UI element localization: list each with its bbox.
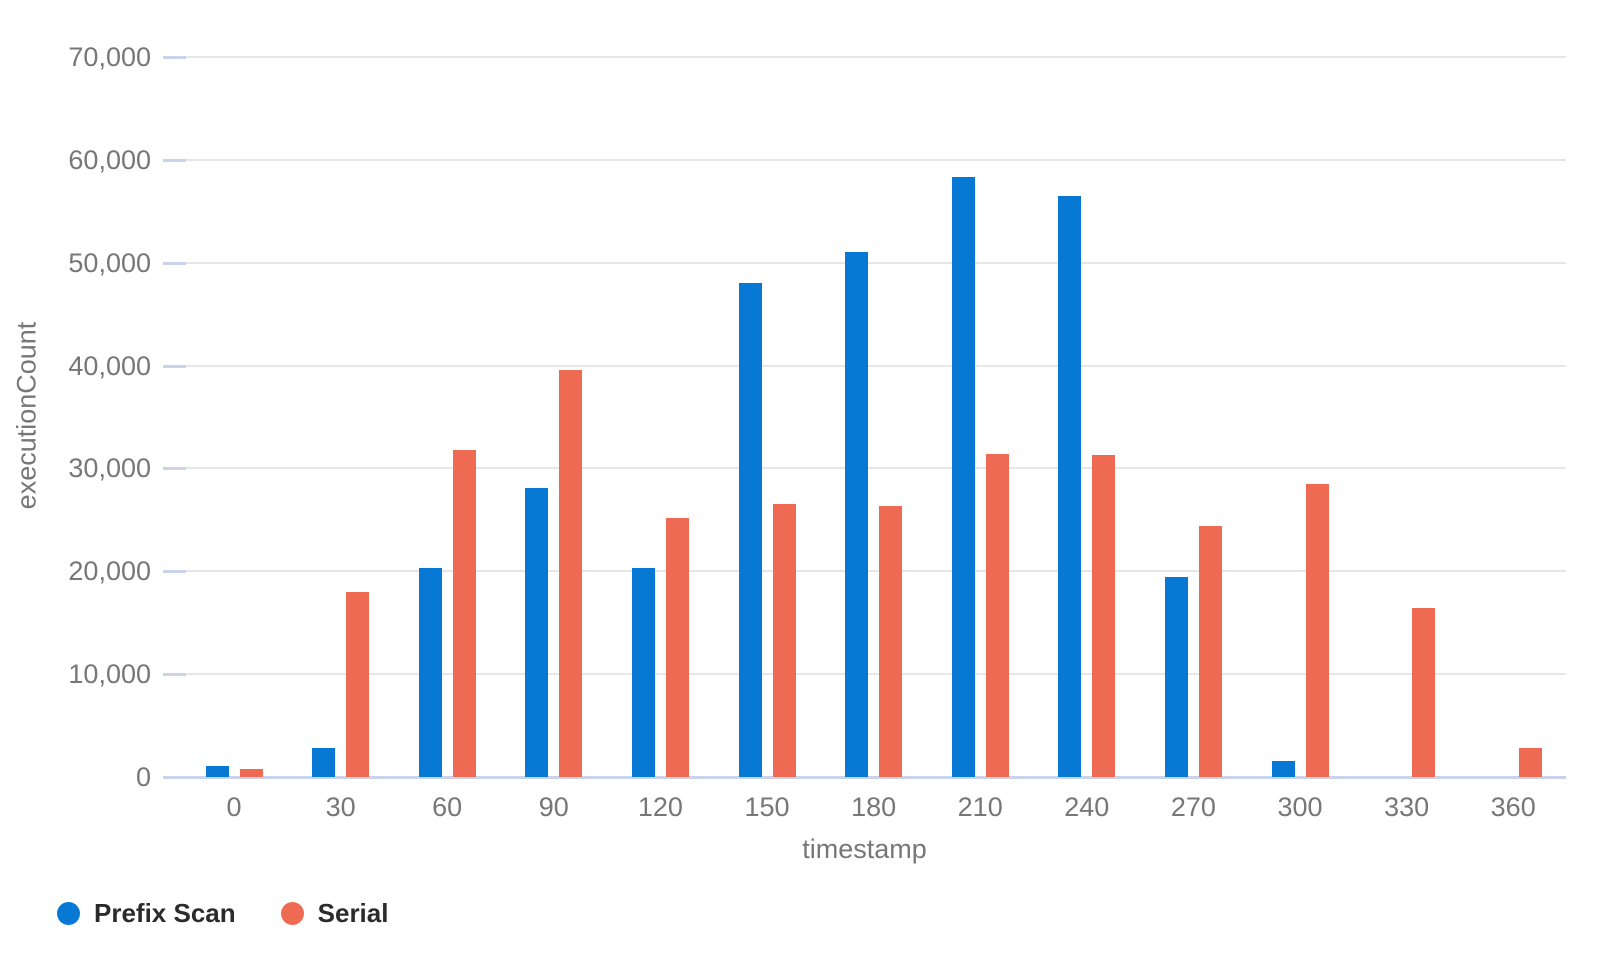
bar-prefix-scan-x240[interactable] [1058,195,1082,777]
y-tick-mark [163,56,186,59]
bar-serial-x120[interactable] [665,517,689,777]
y-tick-mark [163,364,186,368]
y-tick-label: 30,000 [68,453,151,484]
x-tick-label: 330 [1384,792,1430,822]
legend-item-serial[interactable]: Serial [280,896,389,930]
x-tick-label: 180 [851,792,897,822]
bar-prefix-scan-x300[interactable] [1271,760,1295,777]
bar-serial-x180[interactable] [879,506,903,777]
legend-label-prefix-scan: Prefix Scan [94,898,236,928]
bar-serial-x240[interactable] [1092,455,1116,777]
bar-serial-x360[interactable] [1518,748,1542,777]
x-tick-label: 300 [1277,792,1323,822]
legend-label-serial: Serial [317,898,389,928]
y-tick-mark [163,673,186,677]
y-tick-mark [163,467,186,471]
x-tick-label: 150 [744,792,790,822]
bar-serial-x0[interactable] [239,768,263,777]
bar-prefix-scan-x270[interactable] [1164,577,1188,777]
y-gridline [163,158,1566,161]
x-tick-label: 120 [637,792,683,822]
bar-prefix-scan-x180[interactable] [845,252,869,777]
x-tick-label: 210 [957,792,1003,822]
x-tick-label: 60 [432,792,463,822]
x-tick-label: 270 [1170,792,1216,822]
bar-prefix-scan-x60[interactable] [418,568,442,777]
bar-serial-x270[interactable] [1198,526,1222,777]
x-tick-label: 360 [1490,792,1536,822]
bar-prefix-scan-x150[interactable] [738,283,762,777]
y-tick-mark [163,261,186,265]
y-axis-title: executionCount [11,321,42,510]
y-tick-label: 60,000 [68,144,151,175]
x-tick-label: 90 [538,792,569,822]
bar-serial-x330[interactable] [1412,608,1436,777]
x-tick-label: 0 [226,792,242,822]
y-tick-label: 10,000 [68,659,151,690]
bar-serial-x300[interactable] [1305,483,1329,777]
y-tick-mark [163,158,186,162]
bar-prefix-scan-x90[interactable] [525,487,549,777]
bar-serial-x90[interactable] [559,369,583,777]
x-axis-title: timestamp [802,834,927,864]
y-tick-mark [163,570,186,574]
bar-prefix-scan-x30[interactable] [312,748,336,777]
y-tick-label: 40,000 [68,350,151,381]
y-gridline [163,56,1566,58]
legend-swatch-prefix-scan-icon [57,901,80,925]
bar-serial-x150[interactable] [772,504,796,777]
x-tick-label: 240 [1064,792,1110,822]
bar-prefix-scan-x210[interactable] [951,177,975,777]
bar-serial-x60[interactable] [452,449,476,777]
bar-prefix-scan-x0[interactable] [205,765,229,777]
y-tick-label: 0 [135,762,151,792]
x-axis-line [163,776,1566,779]
legend-swatch-serial-icon [280,901,304,925]
y-tick-label: 70,000 [68,42,151,72]
x-tick-label: 30 [325,792,356,822]
bar-prefix-scan-x120[interactable] [631,568,655,777]
legend-item-prefix-scan[interactable]: Prefix Scan [57,896,236,930]
bar-serial-x30[interactable] [346,591,370,777]
bar-serial-x210[interactable] [985,454,1009,777]
y-tick-label: 20,000 [68,556,151,587]
y-tick-label: 50,000 [68,247,151,278]
legend: Prefix Scan Serial [57,896,388,930]
